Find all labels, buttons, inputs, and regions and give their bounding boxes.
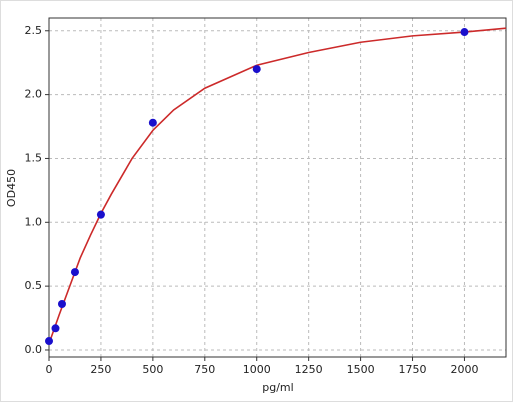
x-tick-label: 2000	[450, 363, 478, 376]
data-point	[57, 300, 66, 309]
data-point	[70, 268, 79, 277]
data-point	[51, 324, 60, 333]
y-tick-label: 2.0	[25, 88, 43, 101]
fit-curve	[48, 27, 507, 344]
y-tick-label: 0.0	[25, 343, 43, 356]
x-tick-label: 750	[194, 363, 215, 376]
data-point	[45, 337, 53, 346]
data-point	[460, 28, 469, 37]
data-point	[252, 65, 261, 74]
x-axis-label: pg/ml	[262, 381, 293, 394]
x-tick-label: 250	[90, 363, 111, 376]
y-tick-label: 1.0	[25, 215, 43, 228]
plot-frame	[48, 17, 507, 358]
y-tick-label: 2.5	[25, 24, 43, 37]
x-tick-label: 500	[142, 363, 163, 376]
x-tick-label: 0	[46, 363, 53, 376]
y-tick-label: 1.5	[25, 151, 43, 164]
y-axis-label: OD450	[5, 169, 18, 207]
x-tick-label: 1500	[347, 363, 375, 376]
data-point	[96, 210, 105, 219]
x-tick-label: 1000	[243, 363, 271, 376]
x-tick-label: 1750	[399, 363, 427, 376]
data-point	[148, 118, 157, 127]
x-tick-label: 1250	[295, 363, 323, 376]
y-tick-label: 0.5	[25, 279, 43, 292]
